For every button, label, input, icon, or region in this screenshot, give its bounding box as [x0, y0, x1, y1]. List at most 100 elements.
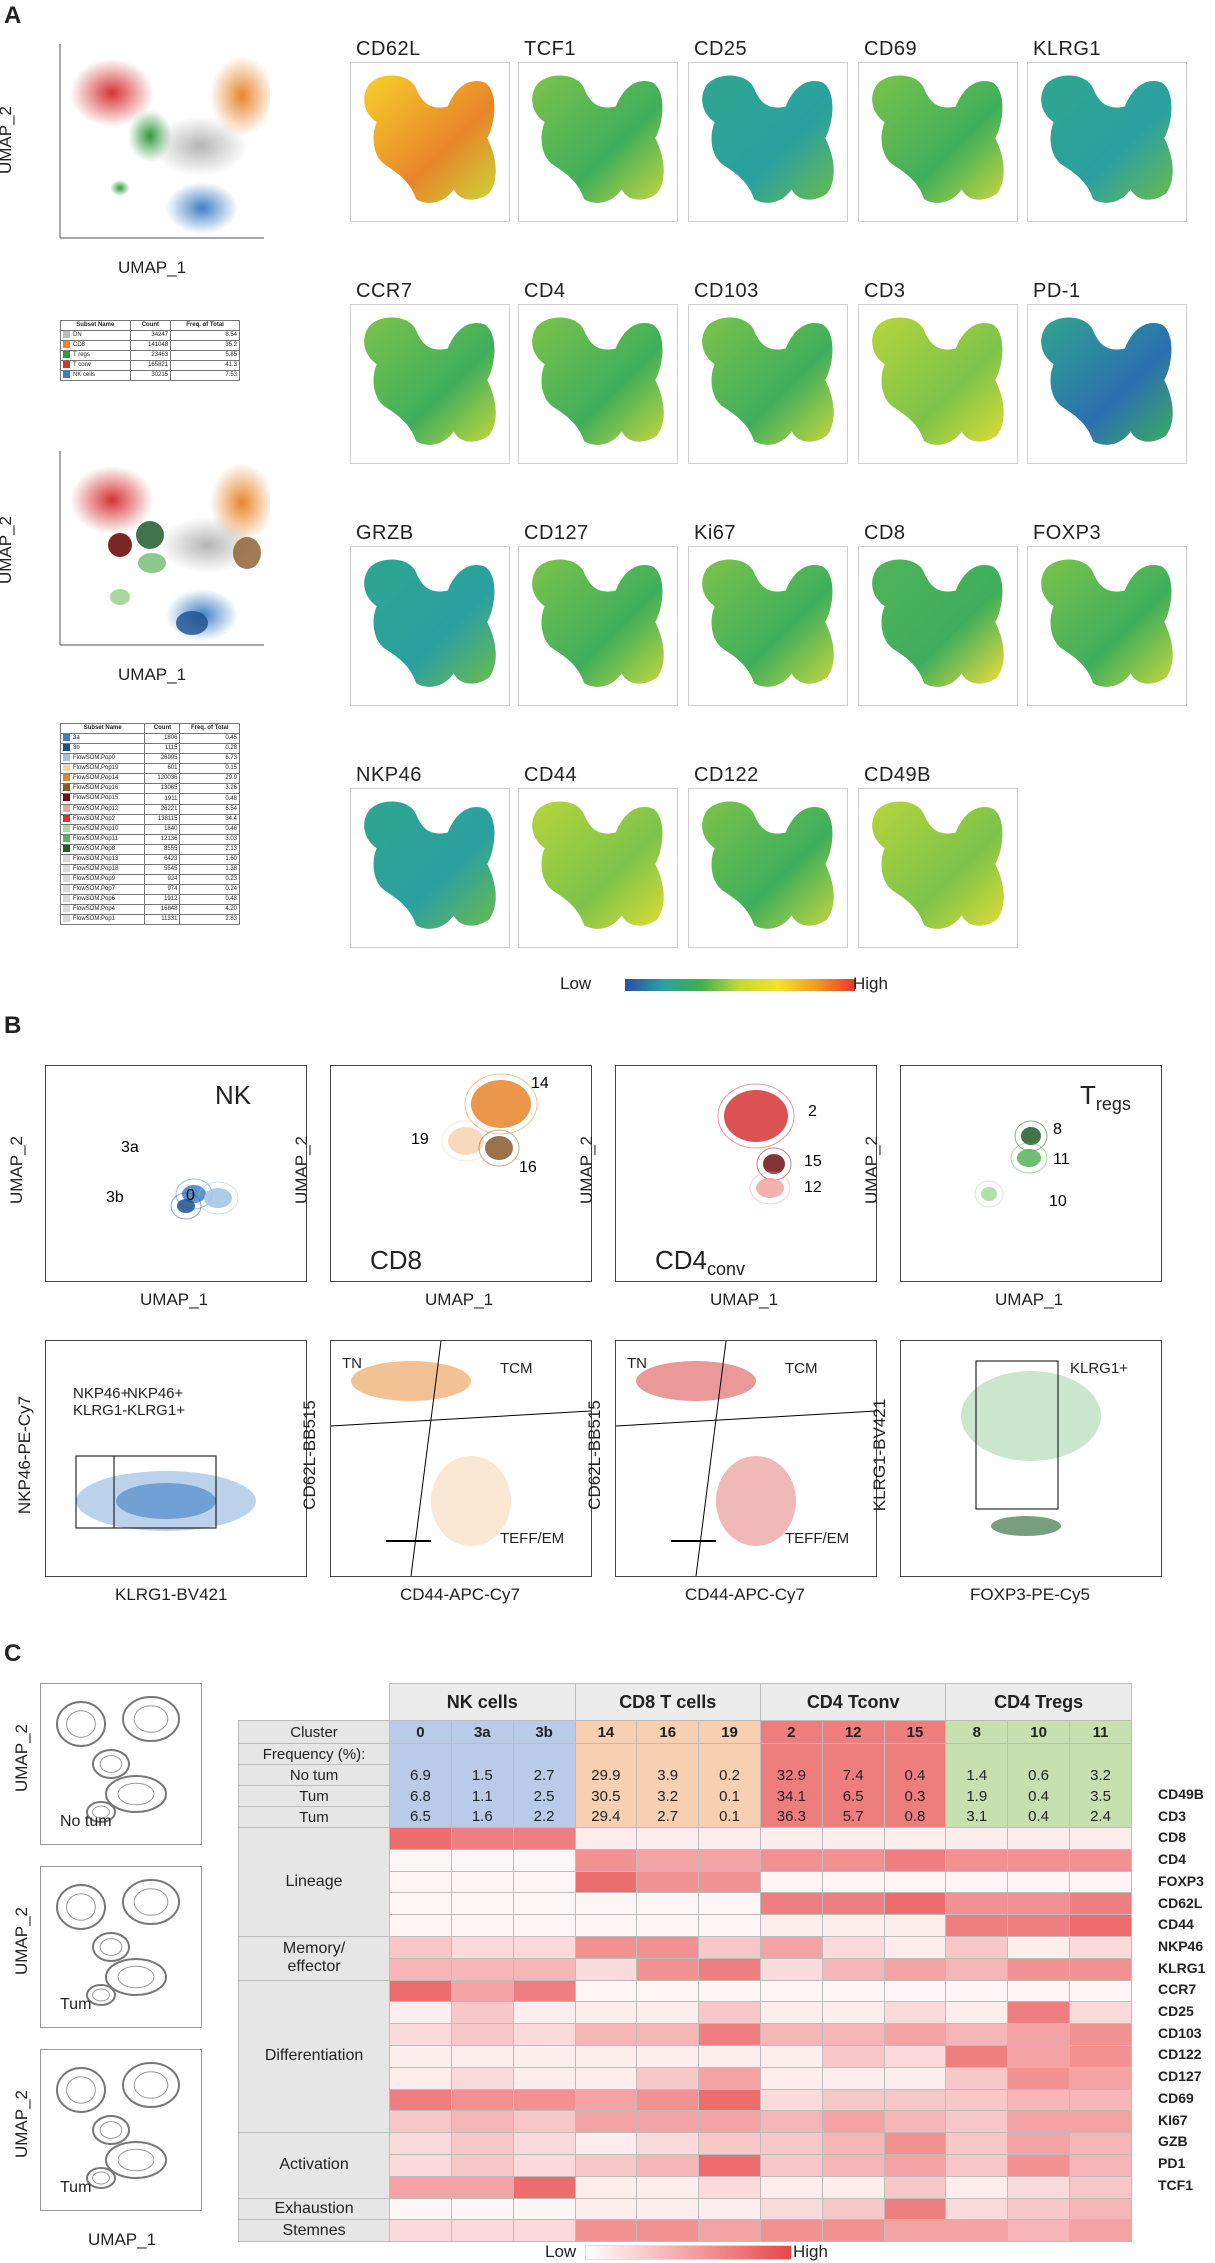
cluster-id: 0 [389, 1720, 452, 1744]
heat-cell [945, 1914, 1009, 1937]
heat-cell [1007, 1892, 1070, 1916]
freq-spacer [1007, 1743, 1070, 1765]
marker-umap-svg [872, 317, 1004, 445]
umap-shape [364, 317, 496, 445]
heat-cell [759, 2023, 823, 2046]
flow-density-core [116, 1483, 216, 1519]
population-title: Tregs [1080, 1080, 1131, 1115]
umap-xlabel: UMAP_1 [995, 1290, 1064, 1309]
heat-cell [821, 2197, 885, 2221]
cluster-label: 11 [1053, 1151, 1070, 1168]
subset-name-cell: FlowSOM.Pop7 [59, 884, 146, 896]
section-label: Memory/ effector [237, 1935, 391, 1981]
subset-freq: 1.60 [179, 853, 240, 866]
subset-name: DN [73, 332, 82, 339]
subset-name-cell: DN [60, 329, 131, 342]
marker-title: Ki67 [694, 522, 737, 544]
contour-inner [66, 1893, 96, 1921]
freq-value: 36.3 [759, 1806, 823, 1828]
heat-cell [1007, 2023, 1070, 2046]
heat-cell [389, 2023, 452, 2046]
cluster-blob [177, 1199, 195, 1213]
heat-cell [1007, 2110, 1070, 2134]
heat-cell [883, 2110, 947, 2134]
heat-row [239, 2001, 1132, 2025]
marker-umap [688, 304, 848, 464]
freq-value: 3.5 [1069, 1785, 1132, 1807]
freq-row: No tum 6.9 1.5 2.7 29.9 3.9 0.2 32.9 7.4 0.4 1.4 0.… [237, 1764, 1132, 1786]
heat-cell [636, 1914, 700, 1937]
umap-shape [702, 559, 834, 687]
heat-cell [821, 2110, 885, 2134]
group-header-row: NK cells CD8 T cells CD4 Tconv CD4 Tregs [238, 1683, 1132, 1721]
heat-cell [1007, 1957, 1070, 1981]
heat-cell [698, 2044, 761, 2068]
contour [92, 1749, 130, 1779]
subset-freq: 4.20 [179, 904, 240, 916]
heat-cell [883, 2132, 947, 2155]
heat-cell [512, 2044, 576, 2068]
heat-cell [821, 1979, 885, 2003]
heat-cell [574, 2001, 638, 2025]
heat-cell [945, 1892, 1009, 1916]
subset-row: FlowSOM.Pop15 1911 0.48 [59, 793, 240, 805]
subset-name: FlowSOM.Pop8 [73, 845, 116, 852]
subset-color-swatch [63, 824, 70, 832]
heat-cell [883, 1935, 947, 1959]
umap2-ylabel: UMAP_2 [0, 515, 16, 585]
heat-cell [574, 2044, 638, 2068]
marker-label: CD122 [1158, 2046, 1202, 2063]
marker-umap-svg [364, 75, 496, 203]
marker-umap-svg [1041, 75, 1173, 203]
heat-cell [574, 2088, 638, 2112]
subset-name: FlowSOM.Pop10 [73, 825, 119, 832]
heat-cell [636, 2044, 700, 2068]
heat-cell [1007, 2153, 1070, 2177]
freq-value: 2.7 [512, 1764, 576, 1786]
marker-title: TCF1 [524, 38, 576, 60]
section-label: Exhaustion [237, 2197, 391, 2221]
population-title: CD8 [370, 1245, 422, 1276]
heat-cell [512, 1827, 576, 1850]
cluster-label: 8 [1053, 1121, 1062, 1138]
marker-label: KI67 [1158, 2111, 1188, 2128]
contour-inner [133, 1888, 169, 1916]
heat-cell [945, 2197, 1009, 2221]
heat-cell [574, 2110, 638, 2134]
panel-letter-c: C [4, 1640, 22, 1667]
marker-label: NKP46 [1158, 1937, 1204, 1954]
subset-name-cell: FlowSOM.Pop18 [59, 864, 146, 876]
freq-spacer [1069, 1743, 1132, 1765]
subset-freq: 0.15 [179, 763, 240, 775]
heat-row [239, 1892, 1132, 1916]
heat-cell [1069, 1848, 1132, 1872]
freq-value: 0.8 [883, 1806, 947, 1828]
heat-cell [1007, 1914, 1070, 1937]
cluster-blob [756, 1178, 784, 1198]
subset-freq: 3.26 [179, 783, 240, 795]
flow-plot [330, 1340, 592, 1577]
freq-value: 0.4 [1007, 1806, 1070, 1828]
heat-cell [450, 1827, 514, 1850]
subset-count: 1840 [144, 823, 181, 835]
cluster-contour [478, 1129, 520, 1167]
freq-value: 2.5 [512, 1785, 576, 1807]
marker-title: CD122 [694, 764, 759, 786]
subset-freq: 0.48 [179, 894, 240, 906]
subset-freq: 8.54 [170, 329, 240, 342]
marker-umap-svg [702, 75, 834, 203]
heat-cell [512, 1848, 576, 1872]
heat-cell [389, 1870, 452, 1894]
subset-count: 165821 [129, 360, 172, 372]
cluster-id: 14 [574, 1720, 638, 1744]
subset-name-cell: FlowSOM.Pop4 [59, 904, 146, 916]
freq-spacer [759, 1743, 823, 1765]
subset-count: 13065 [144, 783, 181, 795]
heat-cell [945, 1979, 1009, 2003]
marker-umap-svg [872, 801, 1004, 929]
marker-label: CD49B [1158, 1786, 1204, 1802]
cluster-row: Cluster 0 3a 3b 14 16 19 2 12 15 8 10 11 [237, 1720, 1132, 1744]
subset-count: 12136 [144, 833, 181, 845]
subset-name-cell: FlowSOM.Pop1 [59, 914, 146, 926]
subset-color-swatch [63, 895, 70, 903]
